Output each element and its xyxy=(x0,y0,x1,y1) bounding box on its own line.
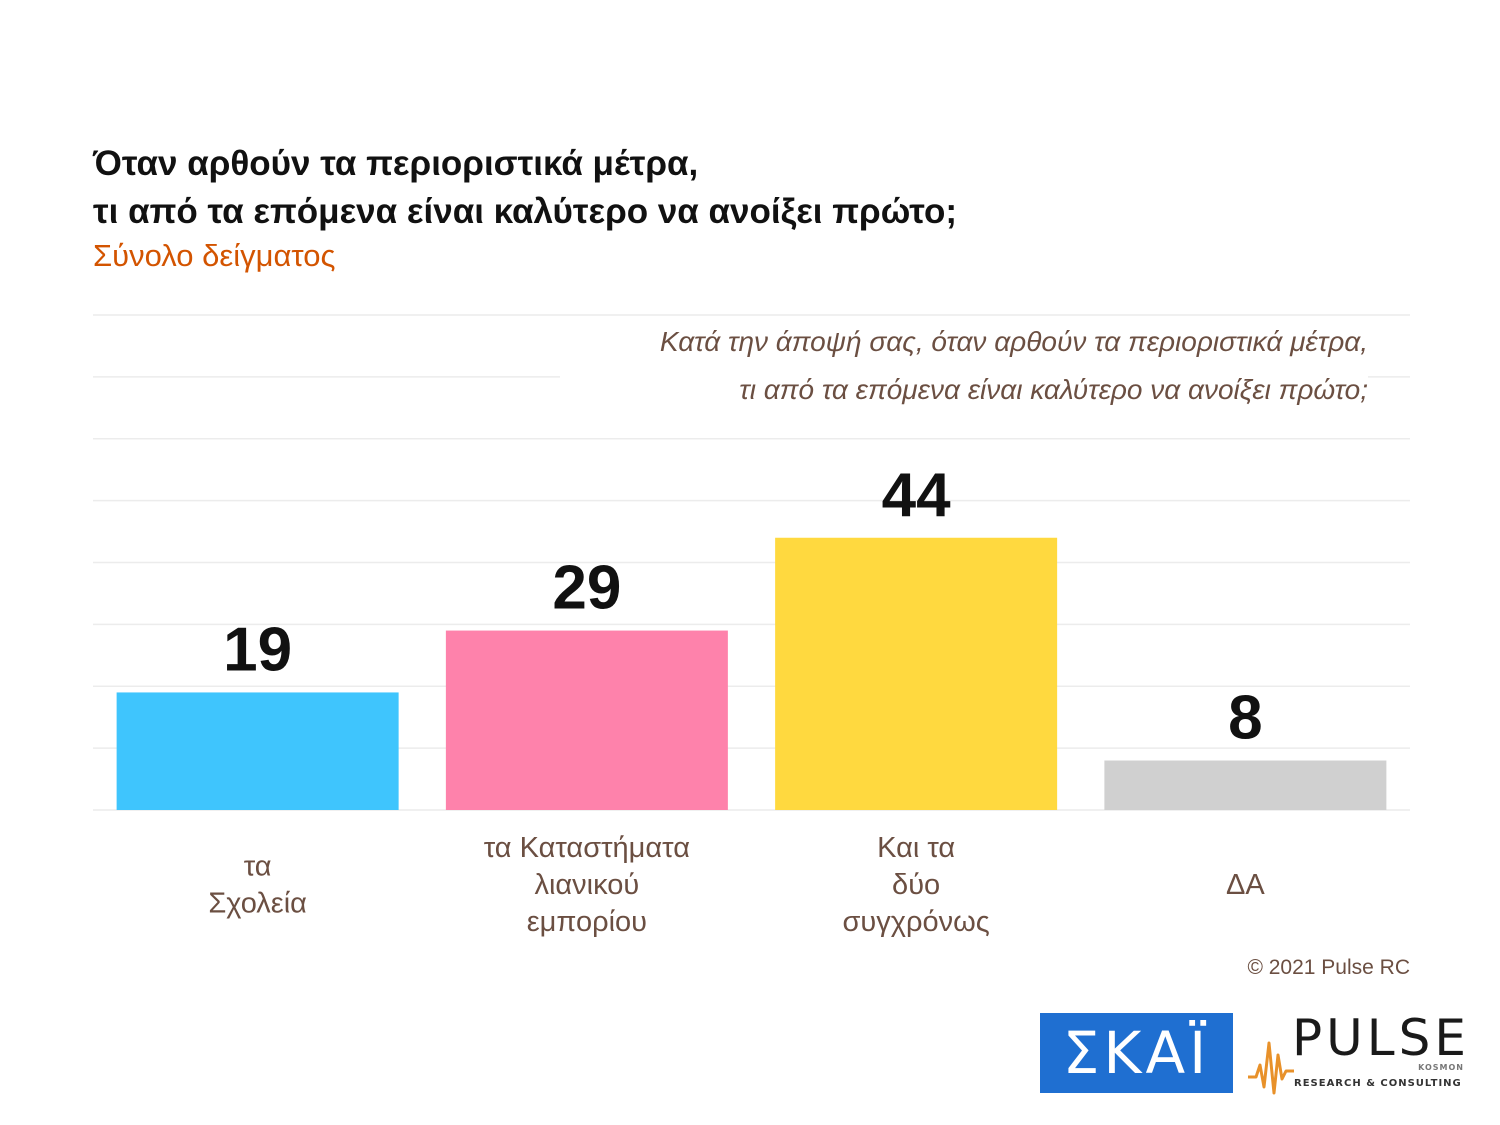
chart-title-line1: Όταν αρθούν τα περιοριστικά μέτρα, xyxy=(93,144,699,183)
pulse-wave-icon xyxy=(1248,1041,1294,1095)
pulse-logo-kosmon: KOSMON xyxy=(1418,1063,1464,1072)
category-label: ΔΑ xyxy=(1226,869,1265,901)
data-label: 29 xyxy=(552,554,621,623)
category-label: εμπορίου xyxy=(527,906,647,938)
pulse-logo-tagline: RESEARCH & CONSULTING xyxy=(1294,1078,1462,1089)
bar xyxy=(775,537,1058,810)
chart-title-line2: τι από τα επόμενα είναι καλύτερο να ανοί… xyxy=(93,192,957,231)
survey-question: Κατά την άποψή σας, όταν αρθούν τα περιο… xyxy=(560,318,1368,414)
pulse-logo-word: PULSE xyxy=(1292,1009,1470,1067)
category-label: Και τα xyxy=(877,832,955,864)
data-label: 8 xyxy=(1228,684,1262,753)
data-label: 19 xyxy=(223,615,292,684)
data-label: 44 xyxy=(882,461,951,530)
category-label: τα xyxy=(244,851,272,883)
bar xyxy=(1104,760,1387,810)
category-label: λιανικού xyxy=(534,869,639,901)
category-label: τα Καταστήματα xyxy=(484,832,690,864)
bar xyxy=(445,630,728,810)
category-label: Σχολεία xyxy=(208,888,307,920)
pulse-logo: PULSE KOSMON RESEARCH & CONSULTING xyxy=(1246,1009,1468,1097)
category-label: δύο xyxy=(892,869,940,901)
copyright-text: © 2021 Pulse RC xyxy=(1247,956,1410,979)
chart-subtitle: Σύνολο δείγματος xyxy=(93,238,336,273)
bar xyxy=(116,692,399,810)
category-label: συγχρόνως xyxy=(843,906,990,938)
survey-question-line1: Κατά την άποψή σας, όταν αρθούν τα περιο… xyxy=(659,326,1368,357)
chart-title: Όταν αρθούν τα περιοριστικά μέτρα, τι απ… xyxy=(93,140,1193,236)
skai-logo: ΣΚΑΪ xyxy=(1040,1013,1233,1093)
survey-question-line2: τι από τα επόμενα είναι καλύτερο να ανοί… xyxy=(739,374,1368,405)
